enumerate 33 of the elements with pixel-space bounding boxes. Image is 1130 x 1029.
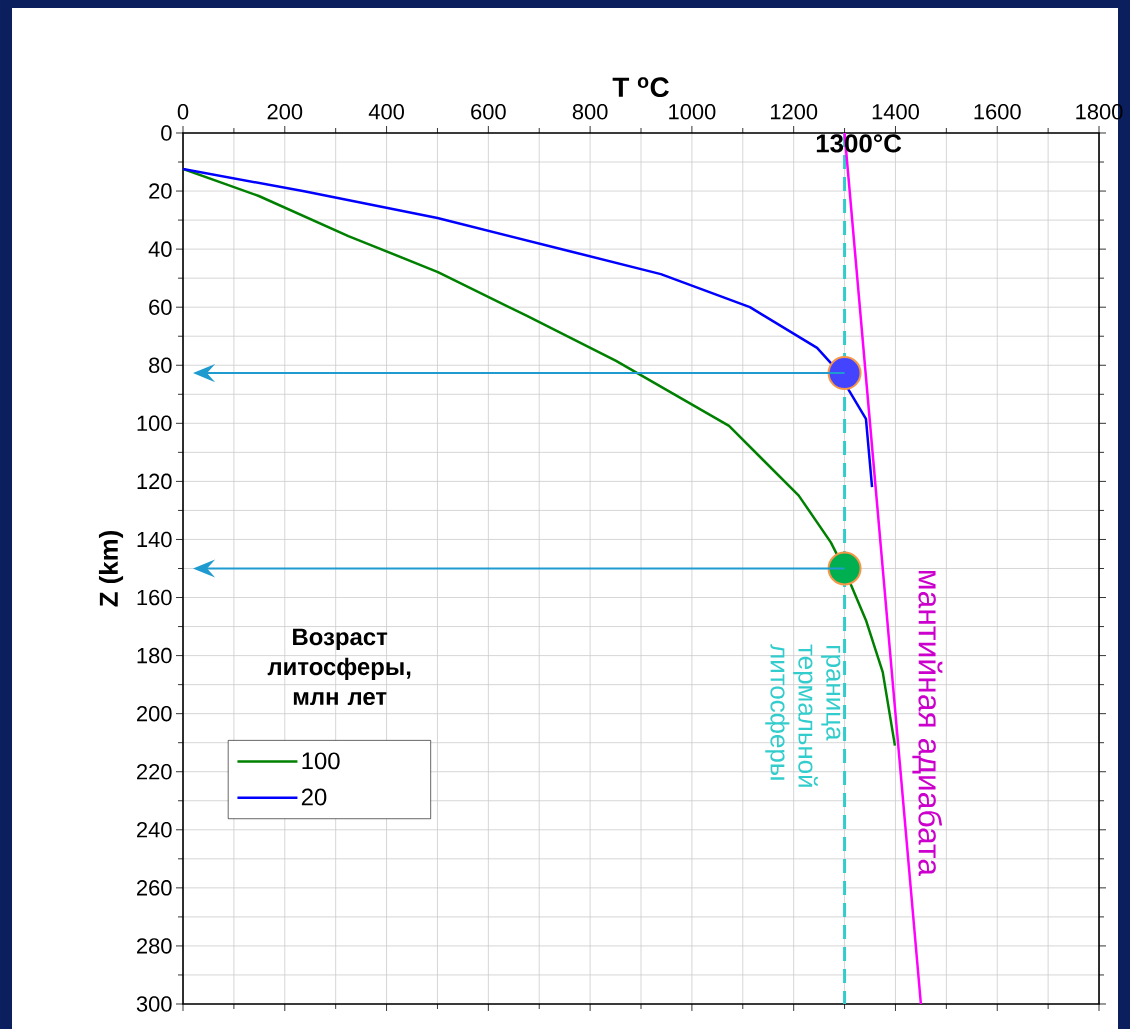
x-tick-label: 1600 [974, 103, 1021, 120]
ref-line-label: граница термальной литосферы [765, 644, 841, 787]
x-tick-label: 400 [368, 103, 404, 120]
y-tick-label: 180 [137, 647, 172, 664]
y-tick-label: 140 [137, 531, 172, 548]
y-tick-label: 60 [149, 299, 172, 315]
legend-label: 100 [302, 752, 340, 770]
x-tick-label: 800 [572, 103, 608, 120]
y-tick-label: 300 [136, 996, 172, 1012]
x-tick-label: 600 [471, 103, 506, 120]
legend-title: Возраст литосферы, млн лет [267, 628, 411, 706]
y-tick-label: 260 [137, 880, 172, 896]
x-tick-label: 1000 [669, 103, 716, 120]
x-axis-title: T $^{o}$C [612, 77, 669, 98]
y-tick-label: 0 [161, 125, 172, 141]
x-tick-label: 200 [267, 103, 303, 120]
x-tick-label: 0 [177, 103, 189, 120]
y-tick-label: 80 [149, 357, 172, 374]
x-tick-label: 1400 [872, 103, 919, 120]
y-tick-label: 40 [148, 241, 172, 257]
y-tick-label: 220 [137, 763, 172, 780]
y-tick-label: 100 [137, 415, 172, 432]
y-tick-label: 20 [149, 183, 172, 199]
y-tick-label: 240 [137, 822, 172, 838]
legend-label: 20 [301, 788, 327, 806]
y-tick-label: 160 [137, 589, 172, 606]
y-tick-label: 280 [137, 938, 172, 954]
y-tick-label: 120 [137, 473, 172, 490]
line-series [183, 167, 874, 489]
y-tick-label: 200 [137, 705, 172, 722]
y-axis-title: Z (km) [98, 530, 124, 607]
annotation: мантийная адиабата [912, 570, 943, 877]
x-tick-label: 1200 [770, 103, 818, 120]
